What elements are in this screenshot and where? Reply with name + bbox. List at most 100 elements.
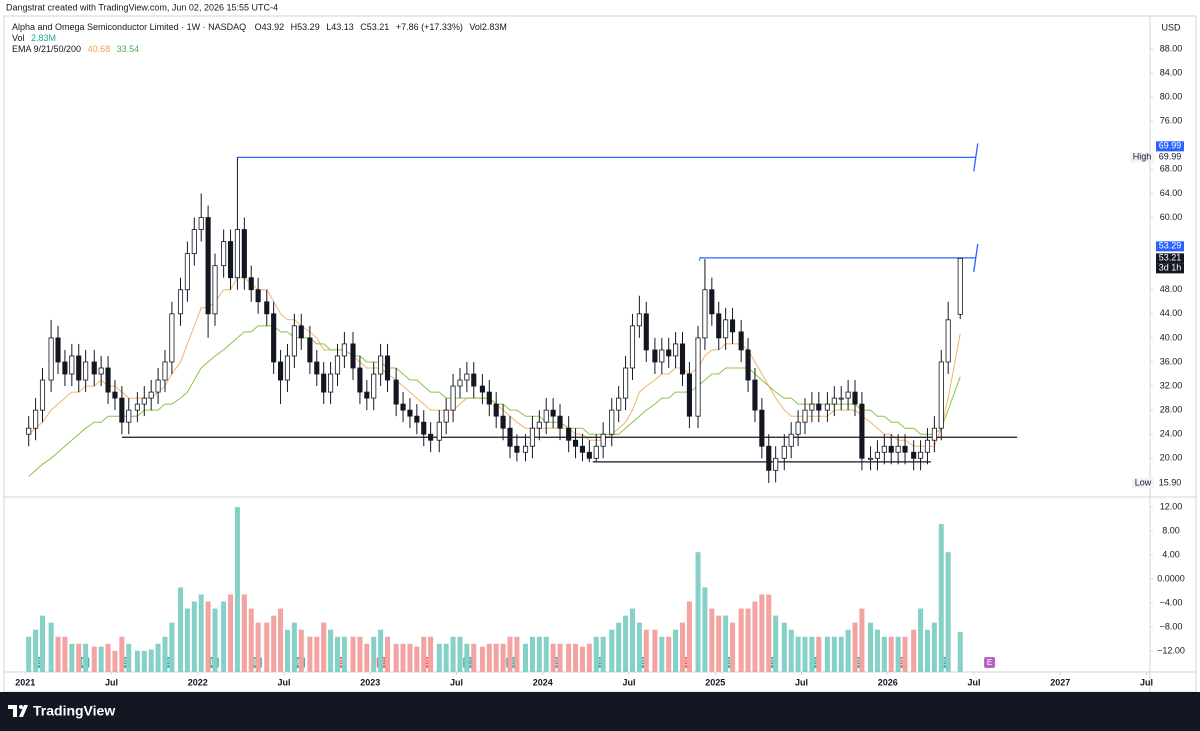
x-tick-label: Jul [450, 677, 463, 687]
volume-bar [450, 636, 456, 672]
x-tick-label: Jul [795, 677, 808, 687]
candle-body [945, 319, 951, 363]
candle-body [543, 409, 549, 423]
volume-bar [781, 622, 787, 672]
volume-bar [831, 636, 837, 672]
candle-body [659, 349, 665, 363]
candle-body [838, 397, 844, 400]
candle-body [845, 391, 851, 399]
candle-body [572, 439, 579, 447]
candle-body [931, 427, 937, 441]
candle-body [686, 373, 692, 417]
volume-bar [155, 643, 161, 672]
candle-body [957, 257, 963, 315]
volume-bar [852, 622, 858, 672]
candle-body [673, 343, 679, 357]
vol-value: 2.83M [31, 33, 56, 43]
footer-brand: TradingView [33, 703, 115, 719]
volume-bar [579, 646, 585, 672]
candle-body [221, 241, 227, 267]
footer-bar [0, 692, 1200, 731]
candle-body [450, 385, 456, 411]
volume-bar [759, 594, 765, 672]
legend-title: Alpha and Omega Semiconductor Limited · … [12, 22, 507, 32]
volume-bar [788, 629, 794, 672]
candle-body [98, 367, 104, 375]
y-tick-label: 20.00 [1160, 453, 1183, 463]
volume-bar [550, 643, 556, 672]
volume-bar [321, 622, 327, 672]
volume-bar [702, 587, 708, 672]
candle-body [177, 289, 184, 315]
symbol: Alpha and Omega Semiconductor Limited · … [12, 22, 246, 32]
candle-body [39, 379, 46, 411]
volume-bar [845, 629, 851, 672]
candle-body [852, 391, 858, 405]
candle-body [493, 403, 499, 417]
ohlc-volume: Vol2.83M [469, 22, 507, 32]
volume-bar [629, 608, 635, 672]
legend-vol: Vol 2.83M [12, 33, 56, 43]
volume-bar [523, 643, 529, 672]
candle-body [536, 421, 542, 429]
earnings-label: E [338, 658, 343, 667]
candle-body [141, 397, 147, 405]
volume-bar [673, 629, 679, 672]
y2-tick-label: 8.00 [1162, 525, 1180, 535]
candle-body [112, 391, 118, 399]
candle-body [514, 445, 520, 453]
footer-logo [8, 705, 28, 717]
volume-bar [924, 629, 930, 672]
volume-bar [162, 636, 168, 672]
y-tick-label: 44.00 [1160, 308, 1183, 318]
candle-body [729, 319, 736, 333]
candle-body [623, 367, 629, 399]
candle-body [566, 427, 572, 441]
candle-body [723, 319, 729, 339]
volume-bar [745, 608, 751, 672]
volume-bar [957, 632, 963, 672]
volume-bar [643, 629, 649, 672]
volume-bar [816, 636, 822, 672]
y-tick-label: 60.00 [1160, 212, 1183, 222]
candle-body [809, 403, 815, 411]
volume-bar [48, 622, 54, 672]
y-tick-label: 80.00 [1160, 91, 1183, 101]
volume-bar [730, 622, 736, 672]
candle-body [702, 289, 708, 339]
volume-bar [26, 636, 32, 672]
volume-bar [586, 643, 592, 672]
x-tick-label: 2023 [360, 677, 380, 687]
volume-bar [148, 649, 154, 672]
y-tick-label: 40.00 [1160, 332, 1183, 342]
volume-bar [39, 615, 46, 672]
candle-body [881, 445, 887, 453]
line-badge [1156, 241, 1184, 252]
drawn-line-handle [973, 243, 979, 272]
volume-bar [421, 636, 427, 672]
y2-tick-label: −4.00 [1160, 597, 1183, 607]
volume-bar [659, 636, 665, 672]
volume-bar [709, 608, 715, 672]
volume-bar [278, 608, 284, 672]
candle-body [26, 427, 32, 435]
candle-body [831, 397, 837, 405]
volume-bar [33, 629, 39, 672]
candle-body [918, 451, 924, 459]
candle-body [33, 409, 39, 429]
candle-body [802, 409, 808, 423]
candle-body [291, 325, 297, 357]
x-tick-label: 2026 [878, 677, 898, 687]
high-badge-text: 69.99 [1159, 152, 1182, 162]
y2-tick-label: 0.0000 [1157, 573, 1185, 583]
candle-body [795, 421, 801, 435]
candle-body [357, 367, 363, 393]
volume-bar [255, 622, 261, 672]
candle-body [155, 379, 161, 393]
ohlc: C53.21 [360, 22, 389, 32]
candle-body [586, 451, 592, 459]
x-tick-label: Jul [278, 677, 291, 687]
volume-bar [874, 629, 880, 672]
candle-body [643, 313, 649, 351]
